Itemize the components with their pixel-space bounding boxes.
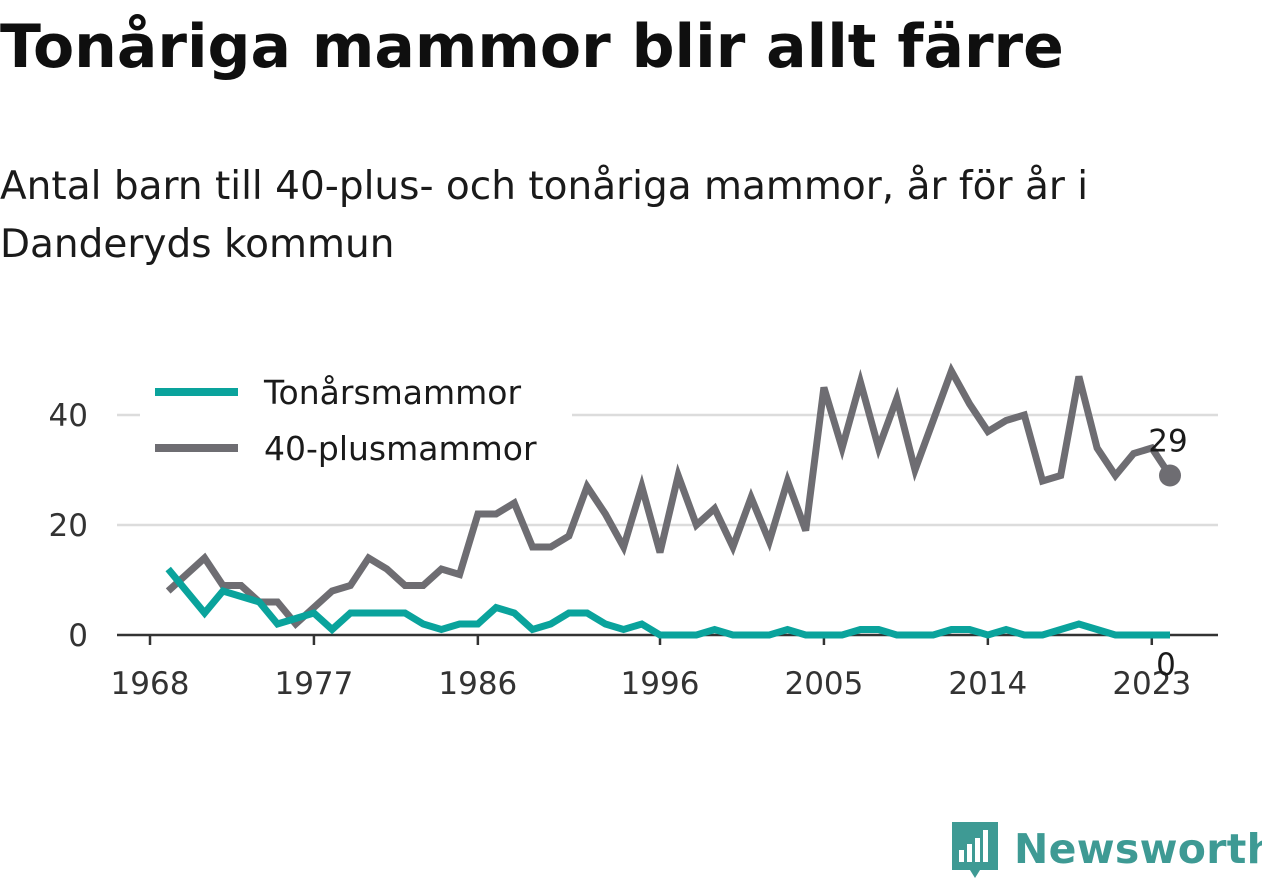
x-tick-label: 1986 <box>438 666 517 702</box>
x-tick-label: 1977 <box>274 666 353 702</box>
series-end-marker <box>1159 464 1181 487</box>
x-tick-label: 1996 <box>621 666 700 702</box>
legend-box <box>140 362 572 480</box>
line-chart: 0 20 40 1968 1977 1986 1996 2005 2014 2023 Tonår… <box>49 362 1218 702</box>
legend-label: Tonårsmammor <box>263 373 521 412</box>
x-tick-label: 2014 <box>948 666 1027 702</box>
x-tick-label: 2023 <box>1112 666 1191 702</box>
brand-name: Newsworthy <box>1014 825 1262 873</box>
series-line-tonarsmammor <box>165 566 1170 639</box>
legend: Tonårsmammor 40-plusmammor <box>140 362 572 480</box>
end-labels: 0 29 <box>1148 424 1187 684</box>
end-label-tonarsmammor: 0 <box>1156 647 1176 683</box>
x-axis: 1968 1977 1986 1996 2005 2014 2023 <box>111 633 1218 702</box>
y-tick-label: 20 <box>49 508 88 544</box>
chart-title: Tonåriga mammor blir allt färre <box>0 12 1064 82</box>
x-tick-label: 2005 <box>784 666 863 702</box>
newsworthy-logo: Newsworthy <box>950 818 1262 880</box>
series-line-40-plusmammor <box>165 362 1173 630</box>
y-tick-label: 40 <box>49 398 88 434</box>
end-label-40-plusmammor: 29 <box>1148 424 1187 460</box>
chart-subtitle: Antal barn till 40-plus- och tonåriga ma… <box>0 164 1089 267</box>
bar-chart-speech-bubble-icon <box>952 822 998 878</box>
series-lines <box>165 362 1181 639</box>
legend-label: 40-plusmammor <box>264 429 537 468</box>
y-tick-label: 0 <box>68 618 88 654</box>
x-tick-label: 1968 <box>111 666 190 702</box>
